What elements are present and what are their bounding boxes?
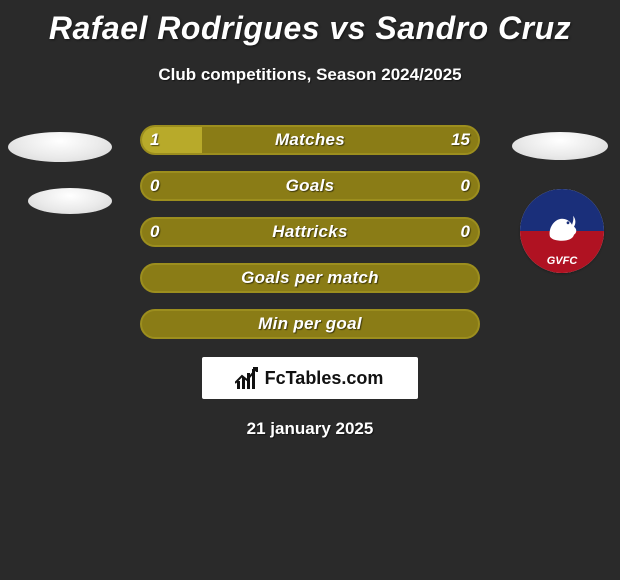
- bar-row: 00Goals: [140, 171, 480, 201]
- bar-label: Matches: [140, 125, 480, 155]
- bar-label: Min per goal: [140, 309, 480, 339]
- page-subtitle: Club competitions, Season 2024/2025: [0, 65, 620, 85]
- bar-label: Goals: [140, 171, 480, 201]
- badge-text: GVFC: [547, 255, 578, 267]
- bar-row: 00Hattricks: [140, 217, 480, 247]
- comparison-chart: GVFC 115Matches 00Goals 00Hattricks Goals p…: [0, 125, 620, 339]
- player-left-avatar-shape-1: [8, 132, 112, 162]
- player-right-avatar-shape-1: [512, 132, 608, 160]
- bar-row: 115Matches: [140, 125, 480, 155]
- bar-label: Goals per match: [140, 263, 480, 293]
- page-title: Rafael Rodrigues vs Sandro Cruz: [0, 0, 620, 47]
- player-left-avatar-shape-2: [28, 188, 112, 214]
- rooster-icon: [540, 207, 584, 251]
- report-date: 21 january 2025: [0, 419, 620, 439]
- bar-label: Hattricks: [140, 217, 480, 247]
- club-badge: GVFC: [520, 189, 604, 273]
- bar-row: Goals per match: [140, 263, 480, 293]
- footer-logo: FcTables.com: [202, 357, 418, 399]
- footer-logo-text: FcTables.com: [265, 368, 384, 389]
- fctables-icon: [237, 367, 259, 389]
- bar-row: Min per goal: [140, 309, 480, 339]
- bar-group: 115Matches 00Goals 00Hattricks Goals per ma…: [140, 125, 480, 339]
